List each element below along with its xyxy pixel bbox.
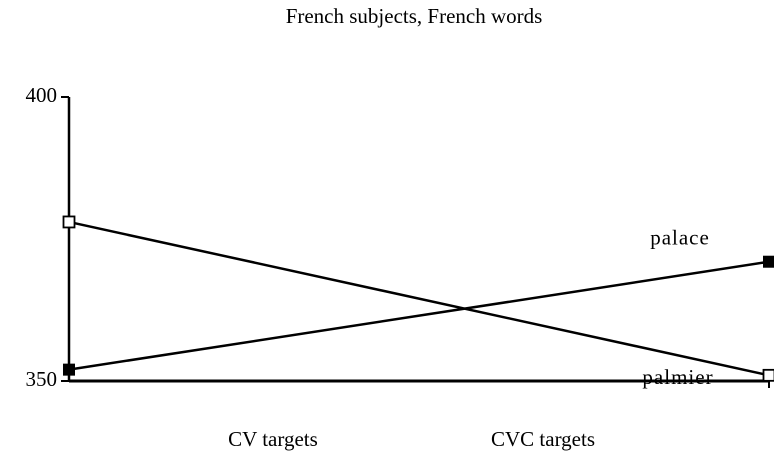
- series-line: [68, 220, 770, 377]
- y-tick-label: 350: [26, 367, 58, 391]
- marker: [763, 255, 774, 268]
- marker: [762, 368, 774, 382]
- series-label: palace: [650, 226, 710, 250]
- y-tick-label: 400: [26, 83, 58, 107]
- chart-title: French subjects, French words: [286, 4, 543, 28]
- marker: [63, 363, 75, 376]
- series-line: [68, 260, 770, 371]
- series-label: palmier: [642, 365, 713, 389]
- marker: [62, 215, 76, 229]
- x-tick-label: CV targets: [228, 427, 318, 451]
- x-tick-label: CVC targets: [491, 427, 595, 451]
